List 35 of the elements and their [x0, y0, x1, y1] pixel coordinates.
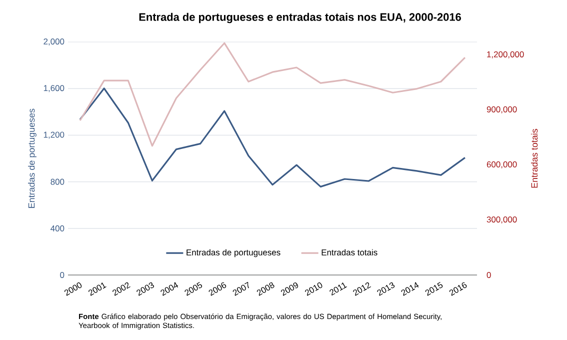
x-tick-label: 2008 [256, 282, 274, 296]
y2-tick-label: 0 [486, 272, 491, 278]
x-tick-label: 2000 [64, 282, 82, 296]
y-tick-label: 0 [60, 272, 64, 278]
y2-axis-title: Entradas totais [531, 128, 538, 188]
y2-tick-label: 900,000 [486, 106, 517, 114]
x-tick-label: 2002 [112, 282, 130, 296]
line-series [79, 88, 466, 188]
x-tick-label: 2012 [353, 282, 372, 296]
x-tick-label: 2014 [401, 282, 419, 296]
x-tick-label: 2015 [425, 282, 443, 296]
x-tick-label: 2013 [377, 282, 395, 296]
y-tick-label: 400 [50, 225, 64, 232]
y2-tick-label: 300,000 [486, 216, 517, 224]
y-tick-label: 800 [50, 178, 64, 185]
x-tick-label: 2011 [330, 282, 347, 296]
y-tick-label: 1,600 [44, 85, 64, 92]
legend-label: Entradas totais [322, 249, 378, 256]
line-series [79, 42, 466, 147]
legend-label: Entradas de portugueses [186, 249, 280, 258]
x-tick-label: 2001 [88, 282, 106, 296]
x-tick-label: 2006 [208, 282, 226, 296]
y-axis-title: Entradas de portugueses [28, 108, 36, 208]
y2-tick-label: 1,200,000 [487, 51, 524, 58]
x-tick-label: 2007 [232, 282, 249, 296]
y-tick-label: 2,000 [44, 38, 64, 46]
x-tick-label: 2010 [305, 282, 322, 296]
y-tick-label: 1,200 [44, 132, 64, 139]
x-tick-label: 2016 [449, 282, 467, 296]
x-tick-label: 2003 [136, 282, 154, 296]
x-tick-label: 2005 [184, 282, 202, 296]
x-tick-label: 2009 [280, 282, 298, 296]
y2-tick-label: 600,000 [486, 161, 517, 168]
chart-title: Entrada de portugueses e entradas totais nos EUA, 2000-2016 [139, 12, 461, 24]
x-tick-label: 2004 [160, 282, 178, 296]
